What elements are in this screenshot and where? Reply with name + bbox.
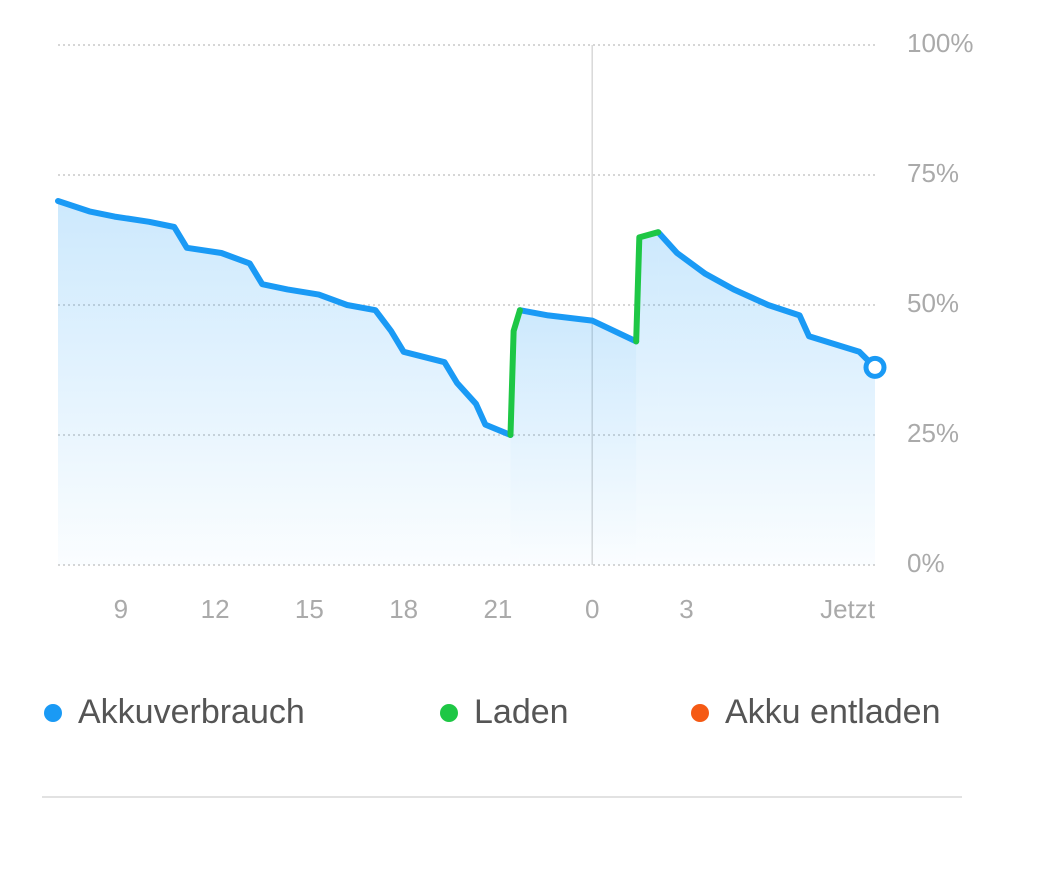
y-tick-label: 50% [907, 288, 959, 318]
area [636, 232, 659, 565]
x-tick-label: 18 [389, 594, 418, 624]
line [516, 307, 640, 345]
line [655, 229, 878, 371]
line [507, 307, 523, 438]
x-tick-label: 21 [483, 594, 512, 624]
y-tick-label: 100% [907, 28, 974, 58]
legend-swatch [44, 704, 62, 722]
area [519, 310, 637, 565]
legend-label: Akku entladen [725, 693, 941, 731]
x-tick-label: 3 [679, 594, 693, 624]
x-tick-label: Jetzt [820, 594, 876, 624]
y-tick-label: 25% [907, 418, 959, 448]
area [658, 232, 875, 565]
legend-label: Akkuverbrauch [78, 693, 305, 731]
end-marker [863, 355, 887, 379]
y-tick-label: 75% [907, 158, 959, 188]
x-tick-label: 9 [114, 594, 128, 624]
legend-swatch [691, 704, 709, 722]
x-tick-label: 15 [295, 594, 324, 624]
x-tick-label: 0 [585, 594, 599, 624]
legend-swatch [440, 704, 458, 722]
area [58, 201, 511, 565]
x-tick-label: 12 [201, 594, 230, 624]
line [55, 198, 514, 438]
legend-label: Laden [474, 693, 569, 731]
line [633, 229, 662, 345]
y-tick-label: 0% [907, 548, 945, 578]
